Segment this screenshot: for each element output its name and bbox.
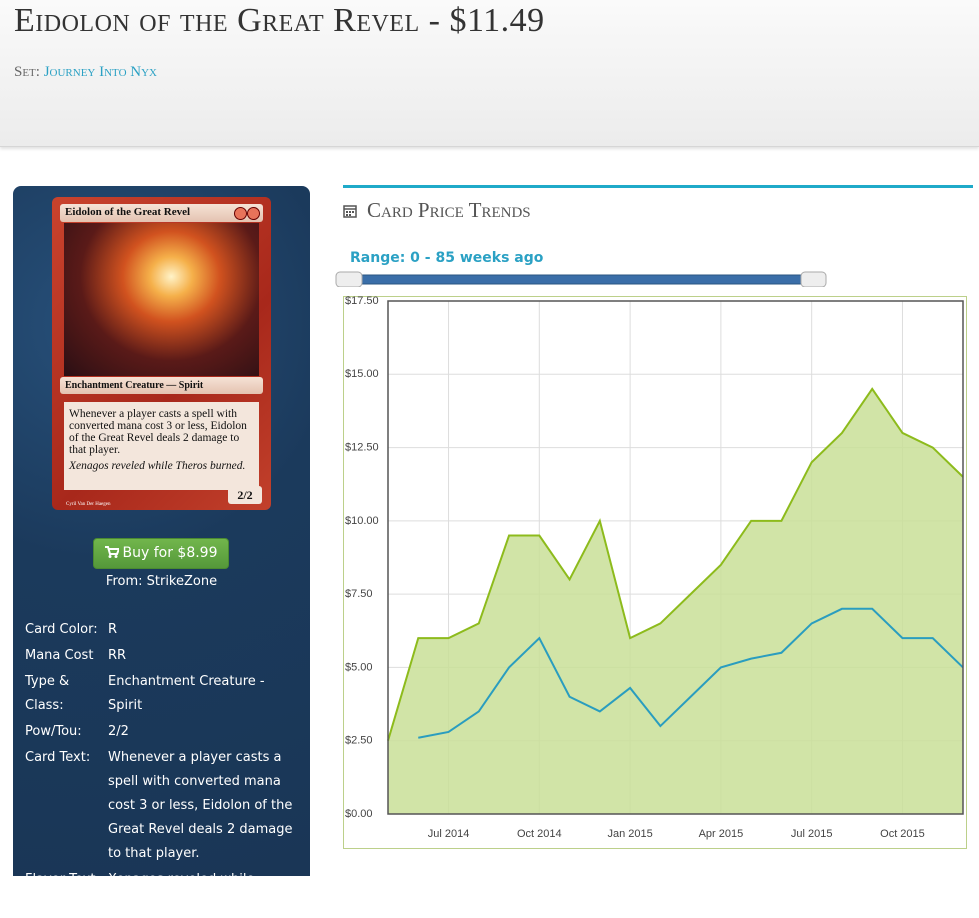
x-tick-label: Oct 2014 bbox=[517, 828, 562, 840]
y-tick-label: $7.50 bbox=[345, 588, 373, 600]
slider-handle[interactable] bbox=[800, 271, 827, 287]
attribute-value: Enchantment Creature - Spirit bbox=[108, 674, 265, 713]
section-title: Card Price Trends bbox=[367, 198, 531, 222]
attribute-label: Type & Class: bbox=[25, 674, 70, 713]
card-rules-text: Whenever a player casts a spell with con… bbox=[69, 408, 247, 456]
header: Eidolon of the Great Revel - $11.49 Set:… bbox=[0, 0, 979, 147]
set-link[interactable]: Journey Into Nyx bbox=[43, 64, 157, 80]
x-tick-label: Jul 2014 bbox=[428, 828, 470, 840]
attribute-label: Mana Cost bbox=[25, 648, 94, 663]
set-line: Set: Journey Into Nyx bbox=[14, 64, 157, 81]
y-tick-label: $2.50 bbox=[345, 735, 373, 747]
page: {"header": {"title": "Eidolon of the Gre… bbox=[0, 0, 979, 876]
card-flavor-text: Xenagos reveled while Theros burned. bbox=[69, 460, 246, 472]
buy-label: Buy for $8.99 bbox=[122, 545, 218, 561]
attribute-table: Card Color: R Mana Cost RR Type & Class: Ench… bbox=[25, 618, 305, 918]
mana-symbol bbox=[247, 207, 260, 220]
card-power-toughness: 2/2 bbox=[228, 486, 262, 504]
attribute-row: Type & Class: Enchantment Creature - Spir… bbox=[25, 670, 305, 718]
y-tick-label: $12.50 bbox=[345, 441, 379, 453]
y-tick-label: $15.00 bbox=[345, 368, 379, 380]
range-slider[interactable] bbox=[335, 271, 827, 287]
price-line bbox=[387, 387, 964, 741]
attribute-label: Card Color: bbox=[25, 622, 98, 637]
set-label: Set: bbox=[14, 64, 40, 80]
attribute-value: R bbox=[108, 622, 118, 637]
y-tick-label: $0.00 bbox=[345, 808, 373, 820]
card-text-box: Whenever a player casts a spell with con… bbox=[64, 402, 259, 490]
area-fill bbox=[388, 388, 963, 814]
card-art bbox=[64, 223, 259, 376]
attribute-value: Xenagos reveled while Theros burned. bbox=[108, 872, 255, 911]
attribute-row: Mana Cost RR bbox=[25, 644, 305, 668]
seller: From: StrikeZone bbox=[105, 574, 218, 589]
attribute-label: Card Text: bbox=[25, 750, 91, 765]
calendar-icon bbox=[343, 205, 357, 218]
sidebar: Eidolon of the Great Revel Enchantment C… bbox=[13, 186, 310, 911]
x-tick-label: Jul 2015 bbox=[791, 828, 833, 840]
mana-symbol bbox=[234, 207, 247, 220]
attribute-row: Pow/Tou: 2/2 bbox=[25, 720, 305, 744]
page-title: Eidolon of the Great Revel - $11.49 bbox=[14, 2, 545, 39]
card-type-line: Enchantment Creature — Spirit bbox=[60, 377, 263, 394]
y-tick-label: $17.50 bbox=[345, 296, 379, 307]
attribute-label: Flavor Text: bbox=[25, 872, 100, 887]
attribute-value: RR bbox=[108, 648, 127, 663]
attribute-row: Card Color: R bbox=[25, 618, 305, 642]
attribute-value: 2/2 bbox=[108, 724, 129, 739]
attribute-label: Pow/Tou: bbox=[25, 724, 82, 739]
y-tick-label: $10.00 bbox=[345, 515, 379, 527]
card-artist: Cyril Van Der Haegen bbox=[66, 502, 111, 507]
attribute-value: Whenever a player casts a spell with con… bbox=[108, 750, 293, 861]
slider-handle[interactable] bbox=[335, 271, 363, 287]
x-tick-label: Jan 2015 bbox=[607, 828, 652, 840]
y-tick-label: $5.00 bbox=[345, 661, 373, 673]
x-tick-label: Oct 2015 bbox=[880, 828, 925, 840]
card-image: Eidolon of the Great Revel Enchantment C… bbox=[52, 197, 271, 510]
price-chart: $0.00 $2.50 $5.00 $7.50 $10.00 $12.50 $15.00 $1… bbox=[343, 296, 967, 849]
section-heading: Card Price Trends bbox=[343, 198, 531, 223]
cart-icon bbox=[104, 546, 120, 558]
buy-button[interactable]: Buy for $8.99 bbox=[93, 538, 229, 569]
range-label: Range: 0 - 85 weeks ago bbox=[350, 250, 544, 266]
section-rule bbox=[343, 185, 973, 188]
card-name: Eidolon of the Great Revel bbox=[60, 204, 263, 222]
plot-frame bbox=[387, 300, 964, 815]
x-tick-label: Apr 2015 bbox=[699, 828, 744, 840]
price-line bbox=[418, 607, 964, 739]
attribute-row: Card Text: Whenever a player casts a spel… bbox=[25, 746, 305, 866]
attribute-row: Flavor Text: Xenagos reveled while Theros… bbox=[25, 868, 305, 916]
